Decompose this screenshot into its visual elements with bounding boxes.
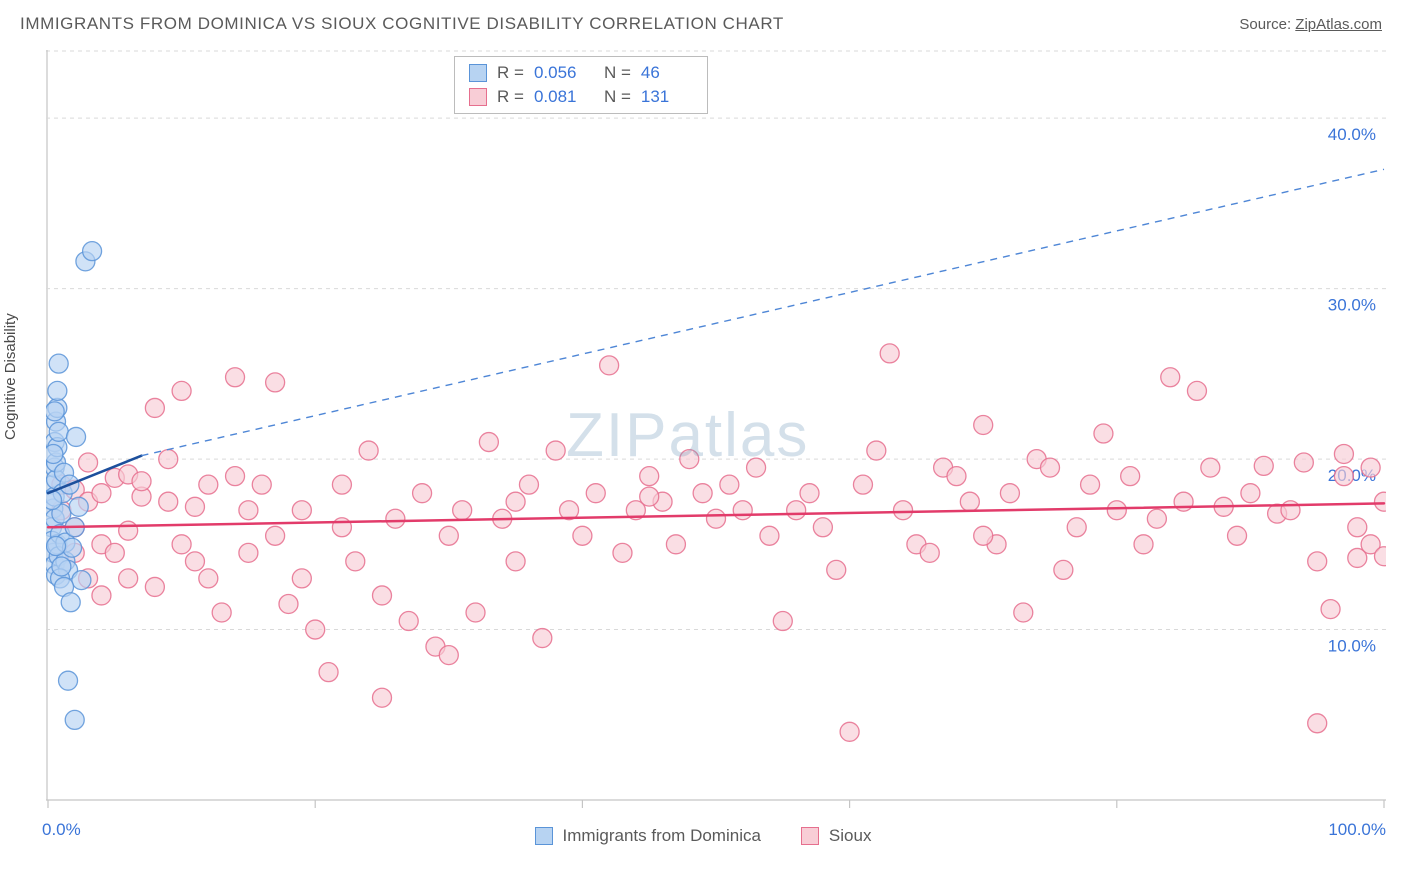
swatch-icon	[801, 827, 819, 845]
source-label: Source: ZipAtlas.com	[1239, 16, 1382, 33]
svg-text:30.0%: 30.0%	[1328, 296, 1376, 315]
source-link[interactable]: ZipAtlas.com	[1295, 16, 1382, 33]
stat-n-label: N =	[604, 87, 631, 107]
legend-item-dominica: Immigrants from Dominica	[535, 826, 761, 846]
stat-n-label: N =	[604, 63, 631, 83]
svg-text:40.0%: 40.0%	[1328, 125, 1376, 144]
stats-row-dominica: R = 0.056 N = 46	[469, 61, 693, 85]
legend-label: Immigrants from Dominica	[563, 826, 761, 846]
chart-title: IMMIGRANTS FROM DOMINICA VS SIOUX COGNIT…	[20, 14, 784, 34]
stat-n-value: 46	[641, 63, 693, 83]
chart-plot-area: 10.0%20.0%30.0%40.0% ZIPatlas	[46, 50, 1386, 820]
legend-label: Sioux	[829, 826, 872, 846]
stat-r-value: 0.056	[534, 63, 586, 83]
swatch-icon	[469, 88, 487, 106]
swatch-icon	[469, 64, 487, 82]
legend-item-sioux: Sioux	[801, 826, 872, 846]
stats-row-sioux: R = 0.081 N = 131	[469, 85, 693, 109]
swatch-icon	[535, 827, 553, 845]
stat-n-value: 131	[641, 87, 693, 107]
stat-r-label: R =	[497, 63, 524, 83]
y-axis-label: Cognitive Disability	[2, 313, 19, 440]
bottom-legend: Immigrants from Dominica Sioux	[0, 826, 1406, 846]
correlation-stats-box: R = 0.056 N = 46 R = 0.081 N = 131	[454, 56, 708, 114]
stat-r-value: 0.081	[534, 87, 586, 107]
svg-text:10.0%: 10.0%	[1328, 637, 1376, 656]
stat-r-label: R =	[497, 87, 524, 107]
